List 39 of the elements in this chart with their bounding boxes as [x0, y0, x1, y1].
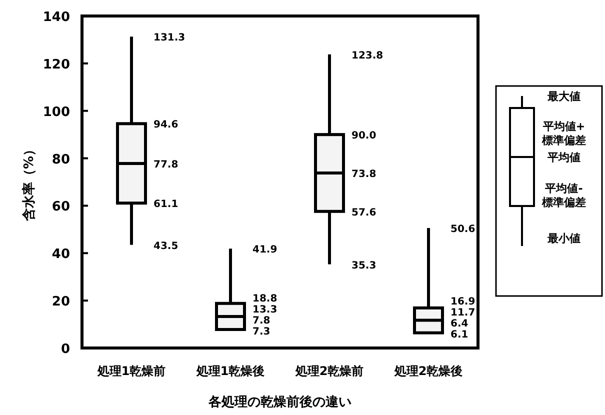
annotation: 50.6: [450, 224, 476, 236]
annotation: 6.1: [450, 330, 468, 341]
text: 最大値: [546, 90, 580, 103]
x-axis-title: 各処理の乾燥前後の違い: [208, 394, 352, 410]
text: 平均値: [546, 151, 580, 164]
annotation: 43.5: [154, 240, 178, 252]
y-axis-title: 含水率（%）: [21, 142, 37, 222]
x-tick-label: 処理2乾燥前: [294, 364, 364, 378]
annotation: 73.8: [352, 168, 376, 180]
annotation: 6.4: [450, 318, 468, 330]
annotation: 41.9: [252, 244, 278, 256]
annotation: 7.3: [252, 326, 270, 338]
annotation: 57.6: [352, 207, 376, 218]
y-tick-label: 20: [52, 294, 70, 310]
y-tick-label: 100: [42, 104, 70, 120]
y-tick-label: 60: [52, 200, 70, 215]
annotation: 35.3: [352, 260, 376, 272]
annotation: 61.1: [154, 199, 178, 210]
annotation: 94.6: [154, 120, 178, 131]
text: 平均値-標準偏差: [541, 182, 586, 209]
y-tick-label: 80: [52, 152, 70, 168]
annotation: 123.8: [352, 50, 384, 62]
x-tick-label: 処理2乾燥後: [393, 364, 463, 378]
annotation: 18.8: [252, 294, 278, 305]
y-tick-label: 140: [42, 10, 70, 25]
annotation: 77.8: [154, 160, 178, 171]
annotation: 13.3: [252, 304, 278, 316]
annotation: 131.3: [154, 32, 186, 44]
text: 最小値: [546, 232, 580, 245]
x-tick-label: 処理1乾燥前: [96, 364, 166, 378]
text: 平均値+標準偏差: [541, 120, 586, 147]
annotation: 11.7: [450, 308, 476, 319]
annotation: 16.9: [450, 296, 476, 308]
y-tick-label: 120: [42, 57, 70, 72]
annotation: 90.0: [352, 130, 376, 142]
y-tick-label: 0: [60, 342, 70, 357]
annotation: 7.8: [252, 316, 270, 327]
x-tick-label: 処理1乾燥後: [195, 364, 265, 378]
y-tick-label: 40: [52, 247, 70, 262]
